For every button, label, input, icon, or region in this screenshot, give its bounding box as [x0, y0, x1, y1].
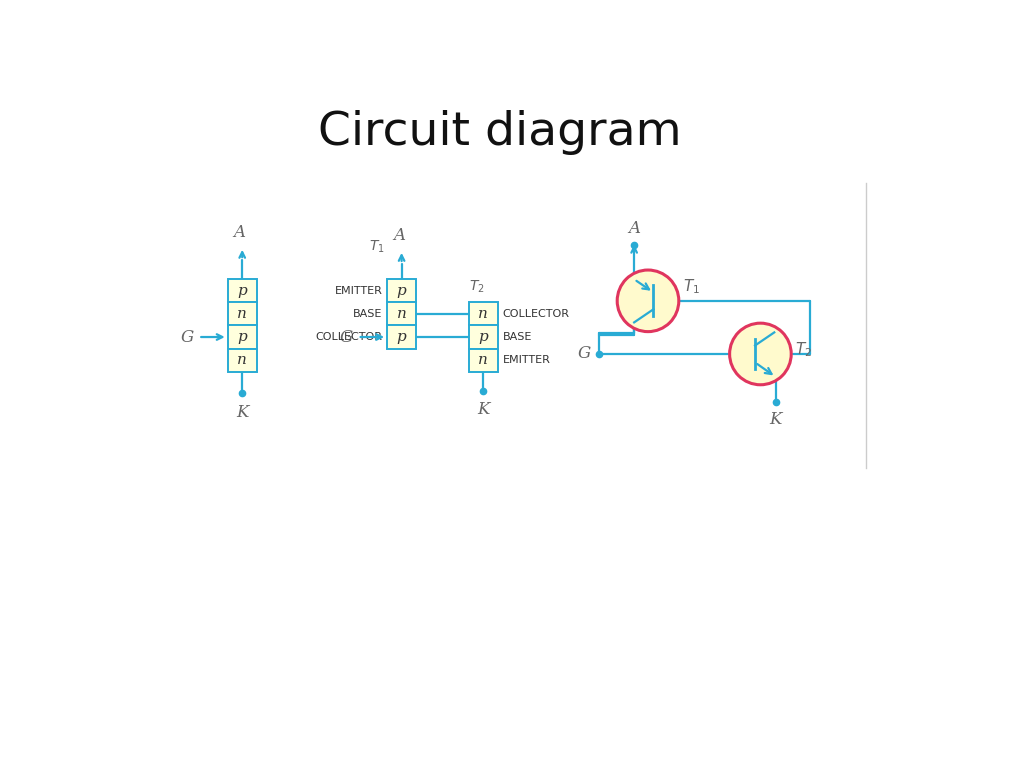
Text: G: G	[340, 329, 353, 346]
Text: n: n	[238, 353, 247, 367]
Text: $T_1$: $T_1$	[369, 238, 385, 255]
Text: n: n	[478, 307, 488, 321]
Text: $T_1$: $T_1$	[683, 277, 699, 296]
Text: COLLECTOR: COLLECTOR	[503, 309, 569, 319]
Text: $T_2$: $T_2$	[469, 278, 485, 295]
Circle shape	[617, 270, 679, 332]
Bar	[227, 349, 257, 372]
Bar	[469, 326, 498, 349]
Bar	[227, 280, 257, 303]
Text: p: p	[396, 284, 407, 298]
Bar	[469, 349, 498, 372]
Text: BASE: BASE	[353, 309, 382, 319]
Bar	[387, 303, 416, 326]
Text: A: A	[628, 220, 640, 237]
Text: K: K	[770, 411, 782, 428]
Text: $T_2$: $T_2$	[795, 341, 812, 359]
Text: COLLECTOR: COLLECTOR	[315, 332, 382, 342]
Text: BASE: BASE	[503, 332, 531, 342]
Text: EMITTER: EMITTER	[503, 355, 550, 365]
Text: p: p	[238, 284, 247, 298]
Text: G: G	[578, 346, 591, 362]
Bar	[227, 326, 257, 349]
Text: Circuit diagram: Circuit diagram	[318, 111, 682, 155]
Text: K: K	[477, 401, 489, 418]
Text: p: p	[238, 330, 247, 344]
Text: G: G	[180, 329, 194, 346]
Text: K: K	[236, 404, 249, 421]
Bar	[387, 280, 416, 303]
Text: p: p	[478, 330, 488, 344]
Text: EMITTER: EMITTER	[335, 286, 382, 296]
Bar	[469, 303, 498, 326]
Text: n: n	[478, 353, 488, 367]
Text: A: A	[233, 223, 245, 241]
Text: n: n	[238, 307, 247, 321]
Text: p: p	[396, 330, 407, 344]
Bar	[387, 326, 416, 349]
Bar	[227, 303, 257, 326]
Text: n: n	[396, 307, 407, 321]
Text: A: A	[393, 227, 406, 244]
Circle shape	[730, 323, 792, 385]
